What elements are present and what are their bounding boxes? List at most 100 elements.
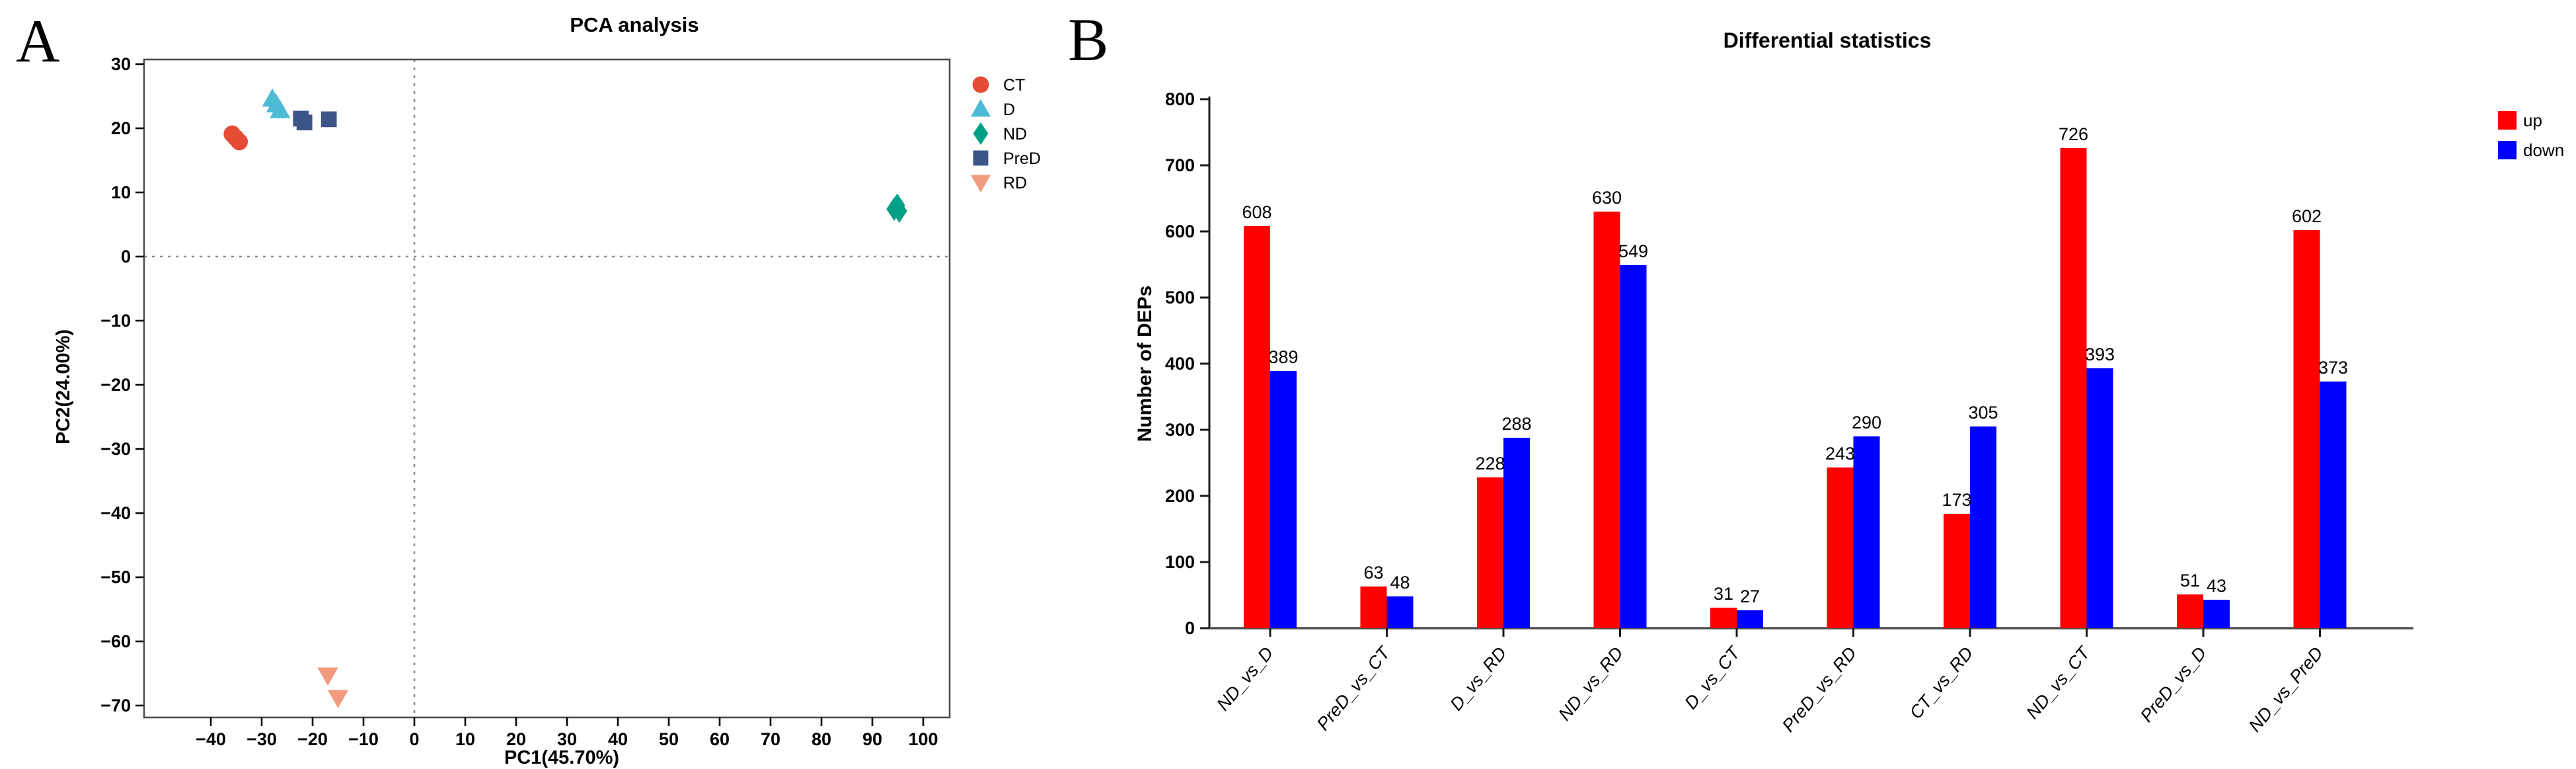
pca-legend-item-PreD: PreD [973,149,1041,168]
pca-legend-label: ND [1003,125,1027,143]
bar-group-D_vs_RD: 228 288 D_vs_RD [1446,414,1531,714]
bar-down-ND_vs_D [1270,371,1297,628]
svg-text:700: 700 [1165,155,1195,175]
pca-series-D [262,88,291,118]
bar-down-ND_vs_RD [1620,265,1647,628]
bar-value-up: 726 [2059,124,2088,144]
bar-value-up: 51 [2180,571,2200,590]
pca-y-axis-label: PC2(24.00%) [53,329,74,444]
bar-group-ND_vs_CT: 726 393 ND_vs_CT [2022,124,2115,723]
bar-down-PreD_vs_RD [1853,436,1880,628]
bar-value-down: 27 [1740,587,1760,606]
bar-title: Differential statistics [1724,28,1932,52]
bar-value-up: 608 [1242,202,1271,222]
pca-legend-label: D [1003,101,1015,119]
bar-down-D_vs_CT [1737,610,1763,628]
bar-y-ticks: 0 100 200 300 400 500 600 700 800 [1165,89,1209,638]
bar-up-D_vs_RD [1477,477,1503,628]
bar-category-label: ND_vs_D [1213,643,1277,715]
bar-up-PreD_vs_D [2177,594,2203,628]
svg-text:0: 0 [409,729,419,749]
bar-up-D_vs_CT [1710,608,1737,628]
bar-category-label: CT_vs_RD [1906,643,1977,723]
svg-text:100: 100 [1165,552,1195,572]
svg-text:30: 30 [557,729,577,749]
bar-legend-item-up: up [2498,110,2542,130]
pca-legend-label: PreD [1003,149,1041,168]
pca-legend-item-CT: CT [972,76,1025,95]
bar-group-PreD_vs_D: 51 43 PreD_vs_D [2137,571,2230,726]
pca-x-axis-label: PC1(45.70%) [504,747,619,768]
bar-group-PreD_vs_RD: 243 290 PreD_vs_RD [1778,413,1881,736]
svg-text:−40: −40 [100,503,131,523]
svg-text:0: 0 [1185,618,1195,638]
svg-text:500: 500 [1165,288,1195,307]
bar-category-label: ND_vs_PreD [2245,643,2327,736]
bar-value-up: 173 [1942,490,1971,510]
bar-down-ND_vs_CT [2086,368,2113,628]
bar-legend-swatch-down [2498,141,2517,159]
bar-group-ND_vs_RD: 630 549 ND_vs_RD [1554,188,1648,724]
bar-up-CT_vs_RD [1944,514,1970,628]
bar-up-PreD_vs_RD [1827,467,1854,628]
bar-down-ND_vs_PreD [2320,382,2347,628]
svg-text:−30: −30 [246,729,277,749]
svg-text:0: 0 [121,247,131,266]
bar-value-up: 602 [2292,206,2322,226]
svg-text:40: 40 [608,729,628,749]
pca-legend-marker-CT [972,76,989,93]
svg-text:10: 10 [111,182,131,202]
svg-text:300: 300 [1165,420,1195,440]
bar-up-ND_vs_D [1244,226,1270,628]
differential-bar-chart: Differential statistics Number of DEPs 0 10… [1134,28,2564,736]
svg-text:600: 600 [1165,222,1195,241]
pca-y-ticks: 30 20 10 0 −10 −20 −30 −40 −50 −60 −70 [100,54,144,715]
svg-text:70: 70 [761,729,780,749]
pca-legend-marker-RD [970,175,991,193]
bar-group-ND_vs_PreD: 602 373 ND_vs_PreD [2245,206,2348,736]
svg-text:−10: −10 [100,311,131,331]
pca-legend: CT D ND PreD RD [970,76,1041,193]
svg-text:80: 80 [812,729,831,749]
pca-point-PreD [296,114,313,131]
bar-group-PreD_vs_CT: 63 48 PreD_vs_CT [1313,563,1414,734]
bar-category-label: PreD_vs_D [2137,643,2211,726]
svg-text:20: 20 [111,118,131,138]
svg-text:−30: −30 [100,439,131,459]
svg-text:−20: −20 [297,729,328,749]
bar-value-up: 63 [1363,563,1383,583]
svg-text:−50: −50 [100,567,131,587]
bar-legend-swatch-up [2498,111,2517,130]
svg-text:−20: −20 [100,375,131,395]
pca-legend-item-RD: RD [970,174,1027,193]
bar-group-D_vs_CT: 31 27 D_vs_CT [1681,584,1763,713]
bar-category-label: PreD_vs_CT [1313,642,1395,735]
svg-text:30: 30 [111,54,131,74]
pca-point-CT [231,133,248,151]
bar-value-down: 48 [1390,573,1410,592]
svg-text:−60: −60 [100,631,131,651]
bar-value-down: 373 [2318,358,2348,378]
panel-b-label: B [1068,6,1109,73]
pca-legend-label: RD [1003,174,1027,192]
bar-down-CT_vs_RD [1970,426,1996,628]
pca-series-ND [886,193,907,223]
bar-legend-item-down: down [2498,140,2564,160]
bar-up-ND_vs_CT [2060,148,2087,628]
bar-up-ND_vs_PreD [2293,230,2320,628]
pca-series-CT [223,125,248,151]
bar-category-label: D_vs_CT [1681,642,1745,713]
bar-value-down: 290 [1852,413,1881,432]
bar-up-ND_vs_RD [1593,212,1620,628]
pca-legend-item-ND: ND [973,122,1027,145]
svg-text:−70: −70 [100,696,131,715]
bar-value-down: 549 [1618,241,1648,261]
svg-text:60: 60 [710,729,730,749]
pca-series-RD [317,667,349,709]
pca-legend-marker-PreD [973,150,989,166]
pca-point-ND [891,199,907,223]
bar-value-down: 43 [2207,576,2226,596]
svg-text:−10: −10 [348,729,379,749]
panel-a-label: A [16,7,60,75]
bar-legend-label: up [2523,110,2542,130]
